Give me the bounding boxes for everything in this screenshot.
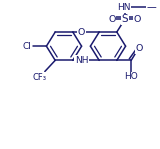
Text: O: O [108, 15, 116, 24]
Text: NH: NH [75, 56, 88, 65]
Text: Cl: Cl [23, 42, 32, 51]
Text: HO: HO [124, 72, 138, 81]
Text: CF₃: CF₃ [32, 73, 46, 82]
Text: O: O [136, 44, 143, 53]
Text: O: O [134, 15, 141, 24]
Text: HN: HN [117, 3, 130, 12]
Text: O: O [78, 28, 85, 37]
Text: S: S [121, 14, 128, 24]
Text: —: — [146, 2, 156, 13]
